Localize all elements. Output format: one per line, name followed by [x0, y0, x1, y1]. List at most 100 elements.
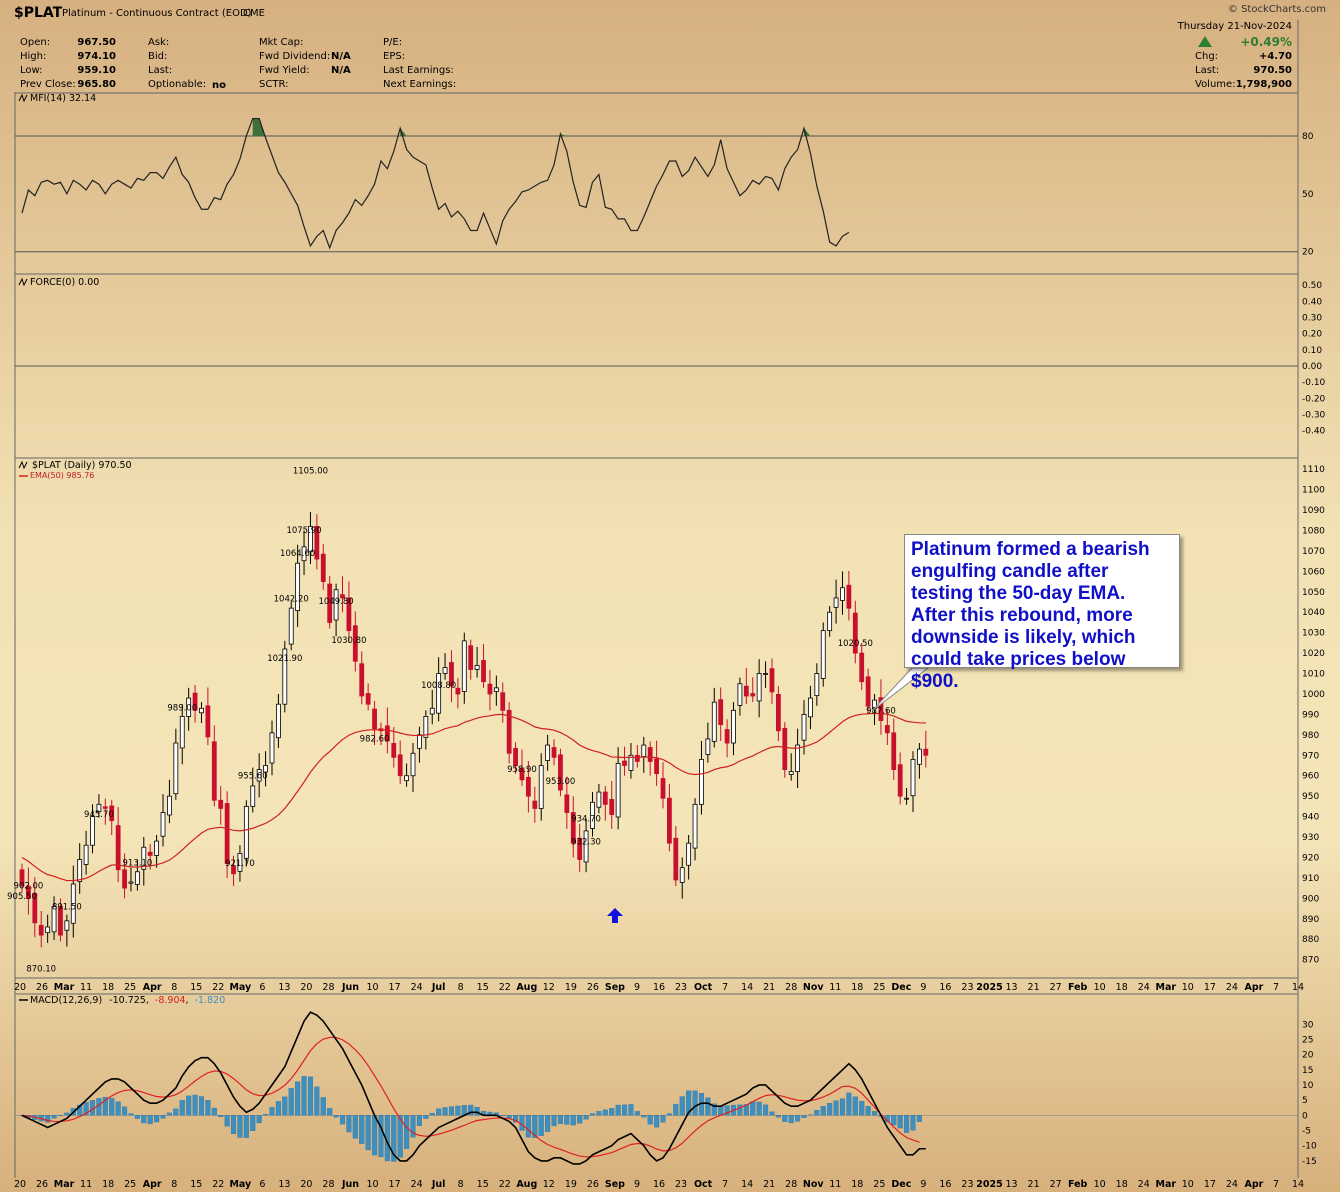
macd-histogram-bar	[339, 1115, 346, 1125]
x-axis-label: 20	[14, 1179, 26, 1190]
quote-value: N/A	[331, 65, 351, 76]
x-axis-label: 18	[1116, 1179, 1128, 1190]
candle-body	[314, 525, 320, 560]
x-axis-label: Apr	[143, 1179, 162, 1190]
candle-body	[26, 885, 31, 899]
candle-body	[250, 785, 256, 807]
macd-histogram-bar	[154, 1115, 160, 1123]
x-axis-label: 28	[785, 982, 797, 993]
quote-label: SCTR:	[259, 79, 288, 90]
x-axis-label: Sep	[605, 982, 625, 993]
price-tick-label: 1100	[1302, 486, 1325, 496]
candle-body	[90, 816, 95, 846]
quote-label: Prev Close:	[20, 79, 76, 90]
candle-body	[70, 883, 76, 924]
quote-value: 967.50	[77, 37, 116, 48]
force-legend-icon	[18, 277, 28, 287]
macd-histogram-bar	[904, 1115, 910, 1133]
quote-label: Chg:	[1195, 51, 1218, 62]
price-annotation-label: 1064.60	[280, 549, 315, 559]
candle-body	[545, 744, 551, 761]
signal-legend-value: -8.904	[155, 995, 186, 1006]
candle-body	[724, 729, 730, 744]
candle-body	[840, 587, 845, 601]
x-axis-label: 23	[675, 982, 687, 993]
macd-histogram-bar	[404, 1115, 410, 1149]
ema-line	[21, 712, 926, 882]
candle-body	[218, 799, 224, 809]
candle-body	[83, 844, 89, 865]
macd-tick-label: 5	[1302, 1096, 1308, 1106]
macd-histogram-bar	[429, 1113, 435, 1116]
x-axis-label: 24	[1226, 982, 1238, 993]
ticker-symbol: $PLAT	[14, 5, 63, 21]
x-axis-label: Jul	[431, 982, 446, 993]
candle-body	[359, 663, 365, 697]
candle-body	[519, 767, 525, 781]
candle-body	[442, 667, 448, 674]
x-axis-label: 27	[1050, 982, 1062, 993]
x-axis-label: 18	[102, 982, 114, 993]
macd-histogram-bar	[122, 1106, 128, 1116]
candle-body	[513, 747, 518, 766]
x-axis-label: 27	[1050, 1179, 1062, 1190]
candle-body	[455, 687, 461, 695]
macd-tick-label: 20	[1302, 1051, 1314, 1061]
candle-body	[384, 725, 390, 742]
candle-body	[429, 707, 435, 715]
quote-value: 965.80	[77, 79, 116, 90]
macd-histogram-bar	[448, 1106, 455, 1116]
macd-histogram-bar	[788, 1115, 794, 1124]
candle-body	[904, 797, 909, 800]
candle-body	[102, 806, 108, 809]
macd-histogram-bar	[333, 1115, 339, 1118]
price-tick-label: 880	[1302, 935, 1319, 945]
x-axis-label: 14	[741, 982, 753, 993]
price-tick-label: 920	[1302, 853, 1319, 863]
x-axis-label: Dec	[891, 982, 911, 993]
macd-histogram-bar	[839, 1098, 846, 1116]
price-annotation-label: 955.60	[238, 772, 268, 782]
x-axis-label: Dec	[891, 1179, 911, 1190]
candle-body	[423, 716, 429, 738]
macd-histogram-bar	[365, 1115, 371, 1151]
quote-label: Optionable:	[148, 79, 206, 90]
x-axis-label: Nov	[803, 982, 824, 993]
quote-label: Mkt Cap:	[259, 37, 303, 48]
hist-legend-value: -1.820	[195, 995, 226, 1006]
candle-body	[346, 597, 352, 632]
x-axis-label: 19	[565, 982, 577, 993]
price-annotation-label: 1021.90	[267, 654, 302, 664]
x-axis-label: Feb	[1068, 982, 1088, 993]
candle-body	[199, 707, 204, 714]
instrument-name: Platinum - Continuous Contract (EOD)	[62, 8, 252, 19]
macd-histogram-bar	[359, 1115, 365, 1144]
x-axis-label: 24	[1138, 1179, 1150, 1190]
candle-body	[769, 668, 775, 693]
price-tick-label: 1020	[1302, 649, 1325, 659]
x-axis-label: 17	[389, 1179, 401, 1190]
x-axis-label: 24	[411, 1179, 423, 1190]
x-axis-label: 2025	[976, 982, 1002, 993]
data-layer	[19, 117, 929, 1165]
x-axis-label: Jul	[431, 1179, 446, 1190]
price-annotation-label: 905.50	[7, 892, 37, 902]
macd-histogram-bar	[506, 1115, 512, 1119]
quote-label: Last:	[1195, 65, 1219, 76]
macd-histogram-bar	[564, 1115, 570, 1125]
macd-histogram-bar	[436, 1108, 442, 1116]
x-axis-label: 9	[920, 982, 926, 993]
x-axis-label: 7	[1273, 982, 1279, 993]
price-annotation-label: 1042.20	[274, 595, 309, 605]
price-tick-label: 990	[1302, 710, 1319, 720]
macd-histogram-bar	[795, 1115, 801, 1122]
x-axis-label: 7	[722, 982, 728, 993]
price-tick-label: 890	[1302, 915, 1319, 925]
macd-histogram-bar	[147, 1115, 153, 1124]
x-axis-label: 25	[124, 1179, 136, 1190]
macd-histogram-bar	[391, 1115, 397, 1162]
candle-body	[731, 709, 736, 744]
x-axis-label: 6	[259, 982, 265, 993]
candle-body	[788, 771, 794, 775]
x-axis-label: 22	[212, 1179, 224, 1190]
